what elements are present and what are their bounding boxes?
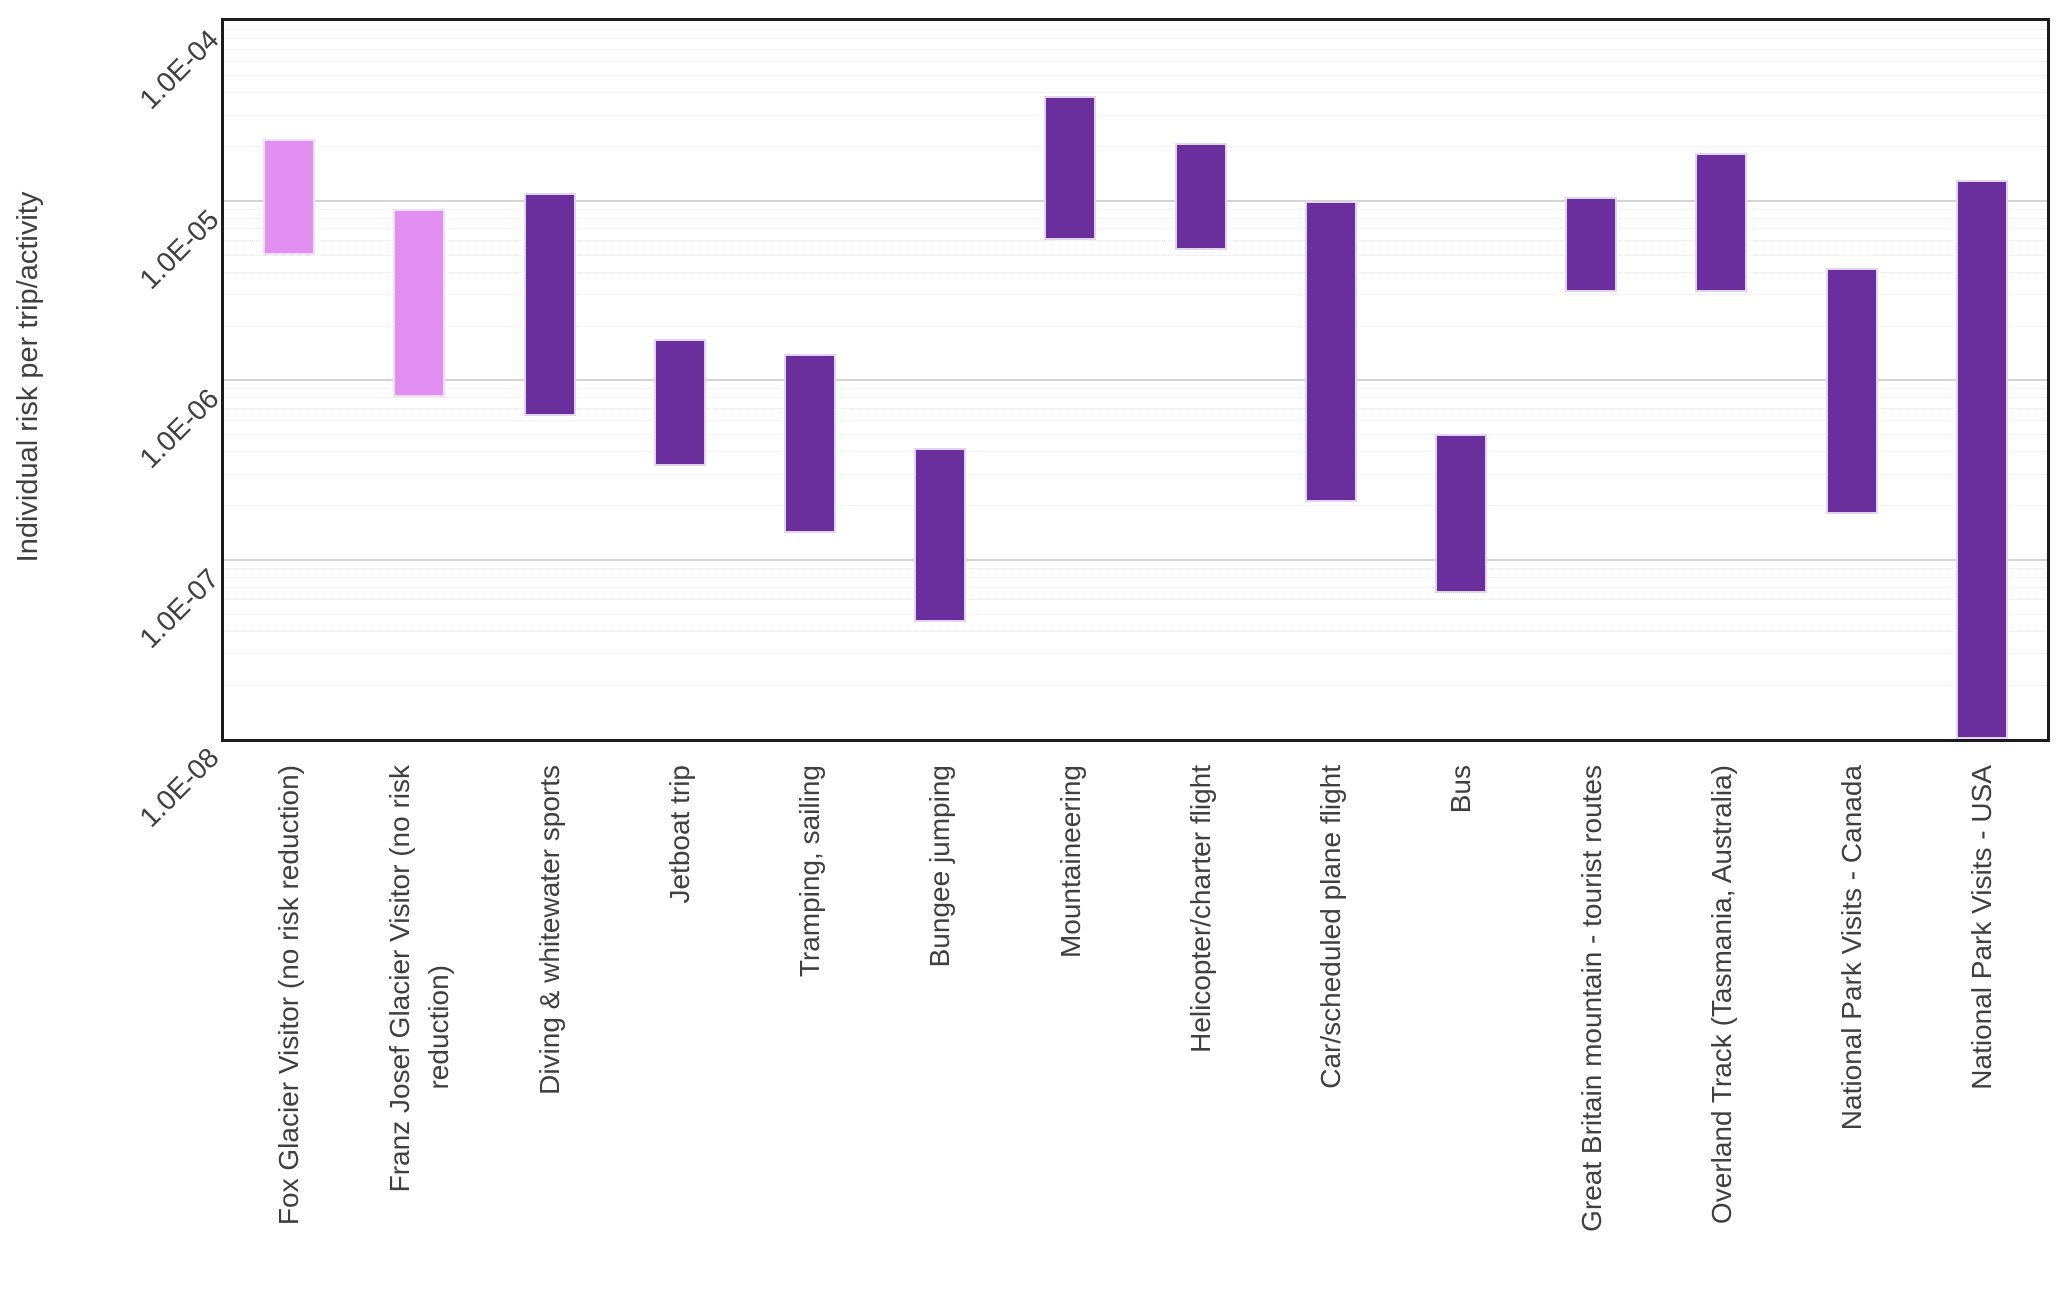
minor-gridline bbox=[224, 419, 2047, 421]
minor-gridline bbox=[224, 38, 2047, 40]
risk-range-bar bbox=[1565, 196, 1618, 292]
minor-gridline bbox=[224, 587, 2047, 589]
minor-gridline bbox=[224, 271, 2047, 273]
x-category-label-line: Car/scheduled plane flight bbox=[1315, 765, 1347, 1089]
x-category-label-line: National Park Visits - USA bbox=[1966, 765, 1998, 1090]
minor-gridline bbox=[224, 146, 2047, 148]
y-axis-title: Individual risk per trip/activity bbox=[12, 191, 44, 563]
minor-gridline bbox=[224, 325, 2047, 327]
minor-gridline bbox=[224, 567, 2047, 569]
major-gridline bbox=[224, 558, 2047, 561]
x-category-label-line: Bus bbox=[1445, 765, 1477, 814]
risk-range-bar bbox=[263, 139, 316, 255]
x-category-label-line: Tramping, sailing bbox=[794, 765, 826, 978]
x-category-label: Tramping, sailing bbox=[745, 765, 875, 1289]
x-category-label: Mountaineering bbox=[1005, 765, 1135, 1289]
minor-gridline bbox=[224, 473, 2047, 475]
x-category-label: Fox Glacier Visitor (no risk reduction) bbox=[224, 765, 354, 1289]
x-category-label-line: Diving & whitewater sports bbox=[533, 765, 565, 1095]
minor-gridline bbox=[224, 92, 2047, 94]
x-category-label: Car/scheduled plane flight bbox=[1266, 765, 1396, 1289]
risk-range-bar bbox=[393, 208, 446, 398]
x-category-label: Franz Josef Glacier Visitor (no risk redu… bbox=[354, 765, 484, 1289]
risk-range-bar bbox=[1044, 96, 1097, 241]
minor-gridline bbox=[224, 228, 2047, 230]
minor-gridline bbox=[224, 254, 2047, 256]
x-category-label-line: Great Britain mountain - tourist routes bbox=[1575, 765, 1607, 1232]
minor-gridline bbox=[224, 48, 2047, 50]
minor-gridline bbox=[224, 75, 2047, 77]
x-category-label-line: reduction) bbox=[423, 964, 455, 1090]
risk-range-bar bbox=[1174, 142, 1227, 250]
minor-gridline bbox=[224, 208, 2047, 210]
major-gridline bbox=[224, 199, 2047, 202]
minor-gridline bbox=[224, 684, 2047, 686]
risk-range-bar bbox=[653, 338, 706, 467]
risk-range-bar bbox=[1435, 434, 1488, 594]
minor-gridline bbox=[224, 576, 2047, 578]
minor-gridline bbox=[224, 217, 2047, 219]
x-axis-labels: Fox Glacier Visitor (no risk reduction) F… bbox=[224, 765, 2047, 1289]
minor-gridline bbox=[224, 294, 2047, 296]
x-category-label: National Park Visits - USA bbox=[1917, 765, 2047, 1289]
x-category-label-line: Fox Glacier Visitor (no risk reduction) bbox=[273, 765, 305, 1226]
minor-gridline bbox=[224, 114, 2047, 116]
risk-range-bar bbox=[914, 447, 967, 622]
x-category-label: Bus bbox=[1396, 765, 1526, 1289]
y-tick-label: 1.0E-08 bbox=[133, 741, 225, 833]
y-tick-label: 1.0E-07 bbox=[133, 562, 225, 654]
x-category-label: Jetboat trip bbox=[615, 765, 745, 1289]
x-category-label: Great Britain mountain - tourist routes bbox=[1526, 765, 1656, 1289]
x-category-label-line: Helicopter/charter flight bbox=[1184, 765, 1216, 1053]
x-category-label: National Park Visits - Canada bbox=[1787, 765, 1917, 1289]
x-category-label-line: Mountaineering bbox=[1054, 765, 1086, 959]
minor-gridline bbox=[224, 29, 2047, 31]
x-category-label-line: Bungee jumping bbox=[924, 765, 956, 968]
risk-range-bar bbox=[783, 353, 836, 534]
minor-gridline bbox=[224, 451, 2047, 453]
x-category-label: Overland Track (Tasmania, Australia) bbox=[1656, 765, 1786, 1289]
x-category-label: Diving & whitewater sports bbox=[484, 765, 614, 1289]
y-tick-label: 1.0E-06 bbox=[133, 382, 225, 474]
minor-gridline bbox=[224, 630, 2047, 632]
minor-gridline bbox=[224, 388, 2047, 390]
x-category-label-line: Jetboat trip bbox=[664, 765, 696, 904]
risk-range-bar bbox=[1955, 180, 2008, 739]
minor-gridline bbox=[224, 407, 2047, 409]
y-tick-label: 1.0E-04 bbox=[133, 23, 225, 115]
x-category-label-line: Overland Track (Tasmania, Australia) bbox=[1705, 765, 1737, 1225]
minor-gridline bbox=[224, 434, 2047, 436]
minor-gridline bbox=[224, 60, 2047, 62]
risk-range-bar bbox=[523, 193, 576, 416]
minor-gridline bbox=[224, 397, 2047, 399]
plot-area bbox=[224, 21, 2047, 739]
major-gridline bbox=[224, 379, 2047, 381]
x-category-label: Helicopter/charter flight bbox=[1136, 765, 1266, 1289]
x-category-label-line: National Park Visits - Canada bbox=[1835, 765, 1867, 1131]
y-tick-label: 1.0E-05 bbox=[133, 203, 225, 295]
risk-range-bar bbox=[1304, 200, 1357, 502]
minor-gridline bbox=[224, 613, 2047, 615]
minor-gridline bbox=[224, 505, 2047, 507]
minor-gridline bbox=[224, 240, 2047, 242]
risk-range-bar bbox=[1825, 268, 1878, 514]
x-category-label: Bungee jumping bbox=[875, 765, 1005, 1289]
risk-range-bar bbox=[1695, 152, 1748, 292]
x-category-label-line: Franz Josef Glacier Visitor (no risk bbox=[383, 765, 415, 1193]
minor-gridline bbox=[224, 599, 2047, 601]
minor-gridline bbox=[224, 653, 2047, 655]
